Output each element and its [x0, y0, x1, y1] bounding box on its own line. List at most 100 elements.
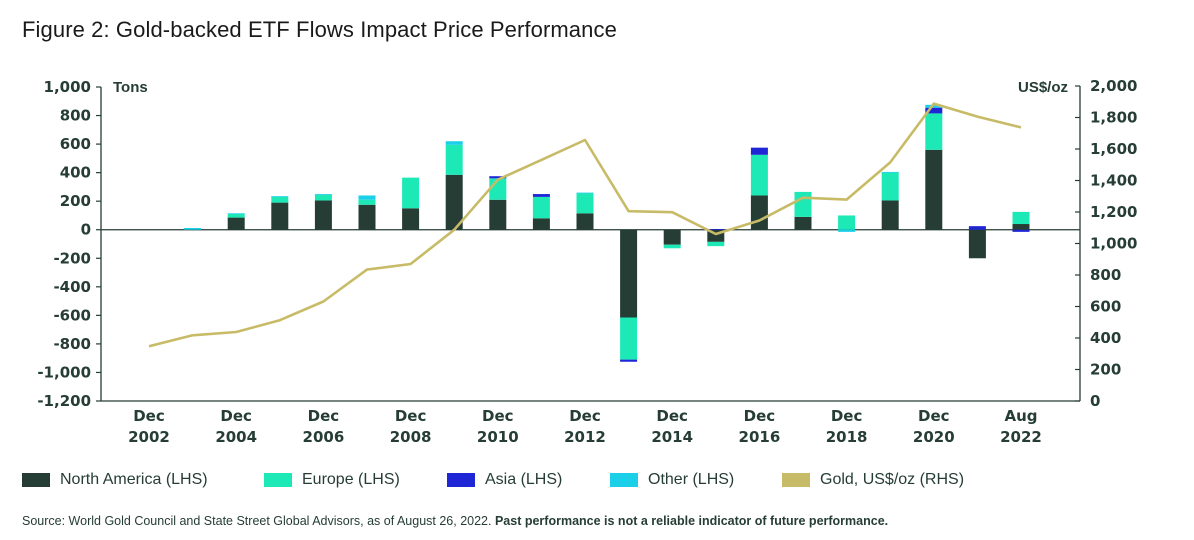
right-tick-label: 1,800: [1090, 109, 1137, 127]
bar-north-america: [532, 218, 550, 230]
bar-europe: [358, 199, 376, 205]
bar-other: [227, 213, 245, 215]
legend-label-gold: Gold, US$/oz (RHS): [820, 471, 965, 488]
left-tick-label: 200: [60, 192, 91, 210]
bar-europe: [445, 144, 463, 175]
bar-asia: [750, 147, 768, 155]
x-tick-label-year: 2012: [564, 428, 606, 446]
x-tick-label-year: 2006: [303, 428, 345, 446]
chart-title: Figure 2: Gold-backed ETF Flows Impact P…: [22, 17, 617, 42]
bar-asia: [1012, 229, 1030, 232]
bar-europe: [402, 177, 420, 209]
legend-item-north-america: North America (LHS): [22, 471, 208, 489]
right-tick-label: 1,600: [1090, 140, 1137, 158]
x-tick-label-month: Dec: [831, 407, 863, 425]
bar-europe: [881, 172, 899, 201]
legend-swatch-other: [610, 473, 638, 487]
left-tick-label: -1,200: [37, 392, 91, 410]
left-tick-label: 800: [60, 107, 91, 125]
legend-item-asia: Asia (LHS): [447, 471, 562, 489]
x-tick-label-month: Dec: [918, 407, 950, 425]
bar-north-america: [445, 174, 463, 230]
bar-north-america: [227, 217, 245, 230]
left-tick-label: -600: [53, 306, 91, 324]
bar-other: [576, 192, 594, 194]
right-tick-label: 600: [1090, 298, 1121, 316]
bar-north-america: [794, 216, 812, 230]
source-text: Source: World Gold Council and State Str…: [22, 514, 492, 528]
x-tick-label-year: 2008: [390, 428, 432, 446]
x-tick-label-month: Dec: [744, 407, 776, 425]
legend-label-europe: Europe (LHS): [302, 471, 400, 488]
axes: 1,000 800 600 400 200 0 -200 -400 -600 -800 -1,000…: [37, 77, 1137, 410]
bar-north-america: [489, 199, 507, 230]
x-tick-label-month: Dec: [308, 407, 340, 425]
bar-other: [838, 229, 856, 232]
left-axis-unit-label: Tons: [113, 79, 148, 96]
x-tick-label-month: Dec: [482, 407, 514, 425]
gold-line-layer: [148, 102, 1022, 348]
right-tick-label: 2,000: [1090, 77, 1137, 95]
legend-swatch-north-america: [22, 473, 50, 487]
bar-asia: [620, 359, 638, 362]
x-tick-label-month: Dec: [133, 407, 165, 425]
left-tick-label: 600: [60, 135, 91, 153]
x-tick-label-month: Dec: [569, 407, 601, 425]
left-tick-label: 1,000: [44, 78, 91, 96]
right-tick-label: 1,000: [1090, 235, 1137, 253]
bar-asia: [489, 176, 507, 179]
x-tick-label-month: Aug: [1004, 407, 1037, 425]
bar-north-america: [358, 204, 376, 230]
bar-other: [358, 195, 376, 200]
bar-europe: [227, 214, 245, 218]
bar-europe: [620, 317, 638, 360]
bar-asia: [968, 226, 986, 230]
left-tick-label: 0: [81, 221, 91, 239]
bar-north-america: [576, 213, 594, 230]
bar-europe: [663, 244, 681, 249]
bar-north-america: [1012, 224, 1030, 230]
bar-europe: [707, 241, 725, 247]
left-tick-label: -800: [53, 335, 91, 353]
bar-north-america: [881, 200, 899, 230]
bar-asia: [707, 229, 725, 230]
source-note: Source: World Gold Council and State Str…: [22, 514, 888, 528]
legend-label-other: Other (LHS): [648, 471, 735, 488]
legend-item-europe: Europe (LHS): [264, 471, 400, 489]
legend-item-other: Other (LHS): [610, 471, 734, 489]
bars: [184, 104, 1030, 362]
x-tick-label-year: 2004: [215, 428, 257, 446]
bar-other: [445, 141, 463, 145]
x-tick-label-month: Dec: [656, 407, 688, 425]
left-tick-label: -1,000: [37, 363, 91, 381]
left-tick-label: 400: [60, 164, 91, 182]
bar-europe: [750, 154, 768, 196]
right-axis-unit-label: US$/oz: [1018, 79, 1068, 96]
bar-europe: [794, 191, 812, 217]
bar-europe: [532, 196, 550, 219]
bar-asia: [532, 194, 550, 197]
bar-north-america: [750, 195, 768, 230]
right-tick-label: 1,200: [1090, 203, 1137, 221]
disclaimer-text: Past performance is not a reliable indic…: [494, 514, 889, 528]
bar-europe: [925, 113, 943, 150]
chart: 1,000 800 600 400 200 0 -200 -400 -600 -800 -1,000…: [37, 77, 1137, 446]
right-tick-label: 200: [1090, 361, 1121, 379]
bar-europe: [576, 193, 594, 214]
legend-label-asia: Asia (LHS): [485, 471, 563, 488]
bar-other: [271, 196, 289, 197]
bar-asia: [925, 107, 943, 114]
bar-north-america: [620, 229, 638, 318]
bar-europe: [271, 196, 289, 203]
x-axis-labels: Dec 2002 Dec 2004 Dec 2006 Dec 2008 Dec 2010 Dec 20…: [128, 407, 1042, 446]
x-tick-label-year: 2022: [1000, 428, 1042, 446]
x-tick-label-year: 2020: [913, 428, 955, 446]
bar-north-america: [402, 208, 420, 230]
bar-europe: [838, 215, 856, 230]
x-tick-label-year: 2002: [128, 428, 170, 446]
x-tick-label-year: 2014: [651, 428, 693, 446]
x-tick-label-month: Dec: [220, 407, 252, 425]
bar-north-america: [271, 202, 289, 230]
bar-north-america: [968, 229, 986, 259]
legend-swatch-asia: [447, 473, 475, 487]
